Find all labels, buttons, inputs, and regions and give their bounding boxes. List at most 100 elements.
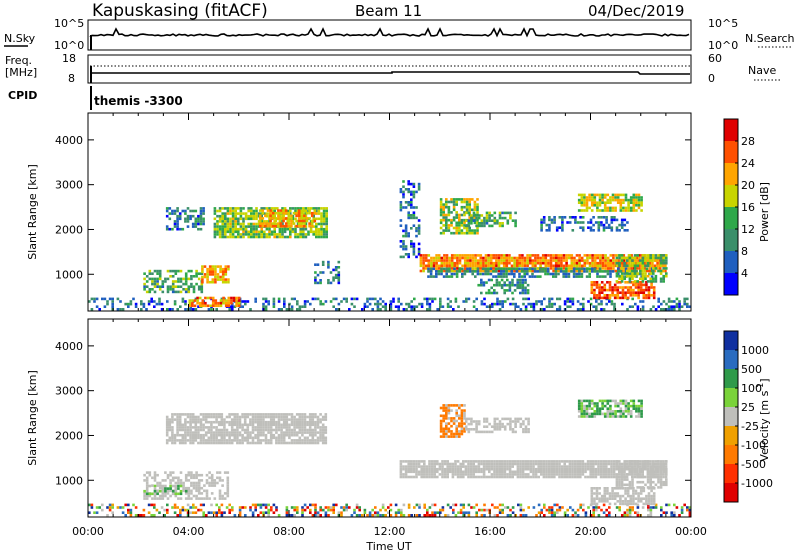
data-cell	[453, 256, 457, 260]
data-cell	[161, 479, 165, 482]
colorbar-segment	[724, 251, 738, 273]
data-cell	[314, 503, 317, 507]
data-cell	[267, 423, 270, 427]
data-cell	[221, 278, 225, 281]
data-cell	[466, 264, 470, 268]
data-cell	[199, 441, 203, 445]
data-cell	[596, 254, 600, 257]
data-cell	[483, 514, 486, 517]
data-cell	[174, 489, 178, 493]
data-cell	[465, 205, 469, 209]
data-cell	[415, 470, 418, 474]
data-cell	[285, 420, 289, 424]
data-cell	[127, 305, 130, 308]
data-cell	[297, 211, 301, 215]
data-cell	[440, 270, 443, 273]
data-cell	[537, 511, 541, 514]
data-cell	[275, 413, 278, 416]
data-cell	[226, 207, 230, 210]
data-cell	[468, 216, 471, 219]
data-cell	[620, 465, 624, 468]
data-cell	[191, 420, 195, 424]
data-cell	[399, 240, 403, 243]
data-cell	[523, 256, 527, 260]
data-cell	[308, 217, 311, 220]
data-cell	[184, 492, 188, 495]
data-cell	[456, 259, 459, 262]
data-cell	[335, 297, 338, 301]
data-cell	[166, 285, 170, 288]
data-cell	[588, 269, 592, 273]
data-cell	[659, 277, 663, 281]
data-cell	[524, 305, 528, 308]
data-cell	[233, 436, 237, 440]
data-cell	[526, 267, 529, 271]
data-cell	[649, 277, 652, 281]
data-cell	[277, 415, 281, 419]
data-cell	[259, 413, 263, 416]
data-cell	[492, 256, 496, 260]
data-cell	[247, 225, 250, 228]
data-cell	[250, 233, 253, 236]
data-cell	[151, 280, 154, 283]
data-cell	[473, 200, 477, 204]
data-cell	[201, 270, 204, 274]
data-cell	[627, 209, 630, 212]
data-cell	[544, 272, 547, 276]
data-cell	[415, 467, 418, 471]
data-cell	[95, 297, 99, 301]
data-cell	[236, 426, 239, 429]
data-cell	[623, 277, 626, 281]
data-cell	[250, 207, 253, 210]
data-cell	[458, 198, 461, 201]
data-cell	[321, 431, 325, 434]
data-cell	[195, 497, 198, 500]
data-cell	[329, 281, 333, 285]
data-cell	[618, 473, 621, 476]
data-cell	[526, 261, 529, 265]
data-cell	[320, 233, 323, 236]
data-cell	[227, 267, 230, 271]
data-cell	[495, 460, 499, 463]
data-cell	[571, 300, 575, 303]
data-cell	[166, 511, 169, 514]
data-cell	[557, 264, 561, 268]
data-cell	[537, 470, 540, 474]
data-cell	[189, 308, 192, 311]
data-cell	[429, 270, 433, 273]
data-cell	[213, 235, 217, 239]
data-cell	[233, 420, 237, 424]
data-cell	[539, 259, 542, 262]
power-colorbar-label: Power [dB]	[758, 182, 771, 242]
data-cell	[418, 514, 421, 517]
data-cell	[527, 506, 530, 509]
data-cell	[258, 224, 262, 228]
data-cell	[617, 259, 620, 262]
data-cell	[644, 264, 647, 268]
data-cell	[567, 275, 571, 278]
data-cell	[166, 476, 170, 480]
data-cell	[171, 476, 175, 480]
data-cell	[659, 256, 663, 260]
data-cell	[653, 269, 657, 273]
data-cell	[602, 226, 606, 229]
data-cell	[616, 196, 620, 199]
data-cell	[552, 267, 555, 270]
data-cell	[366, 297, 369, 301]
y-tick-label: 3000	[55, 179, 83, 192]
data-cell	[261, 209, 265, 212]
data-cell	[310, 224, 314, 228]
data-cell	[445, 254, 449, 257]
data-cell	[433, 473, 436, 476]
data-cell	[534, 475, 538, 479]
data-cell	[592, 460, 595, 463]
data-cell	[250, 209, 253, 213]
data-cell	[520, 270, 524, 273]
data-cell	[485, 467, 488, 471]
data-cell	[294, 207, 297, 210]
data-cell	[442, 213, 445, 217]
data-cell	[590, 288, 594, 292]
data-cell	[415, 255, 418, 259]
data-cell	[244, 514, 247, 517]
data-cell	[458, 259, 462, 262]
